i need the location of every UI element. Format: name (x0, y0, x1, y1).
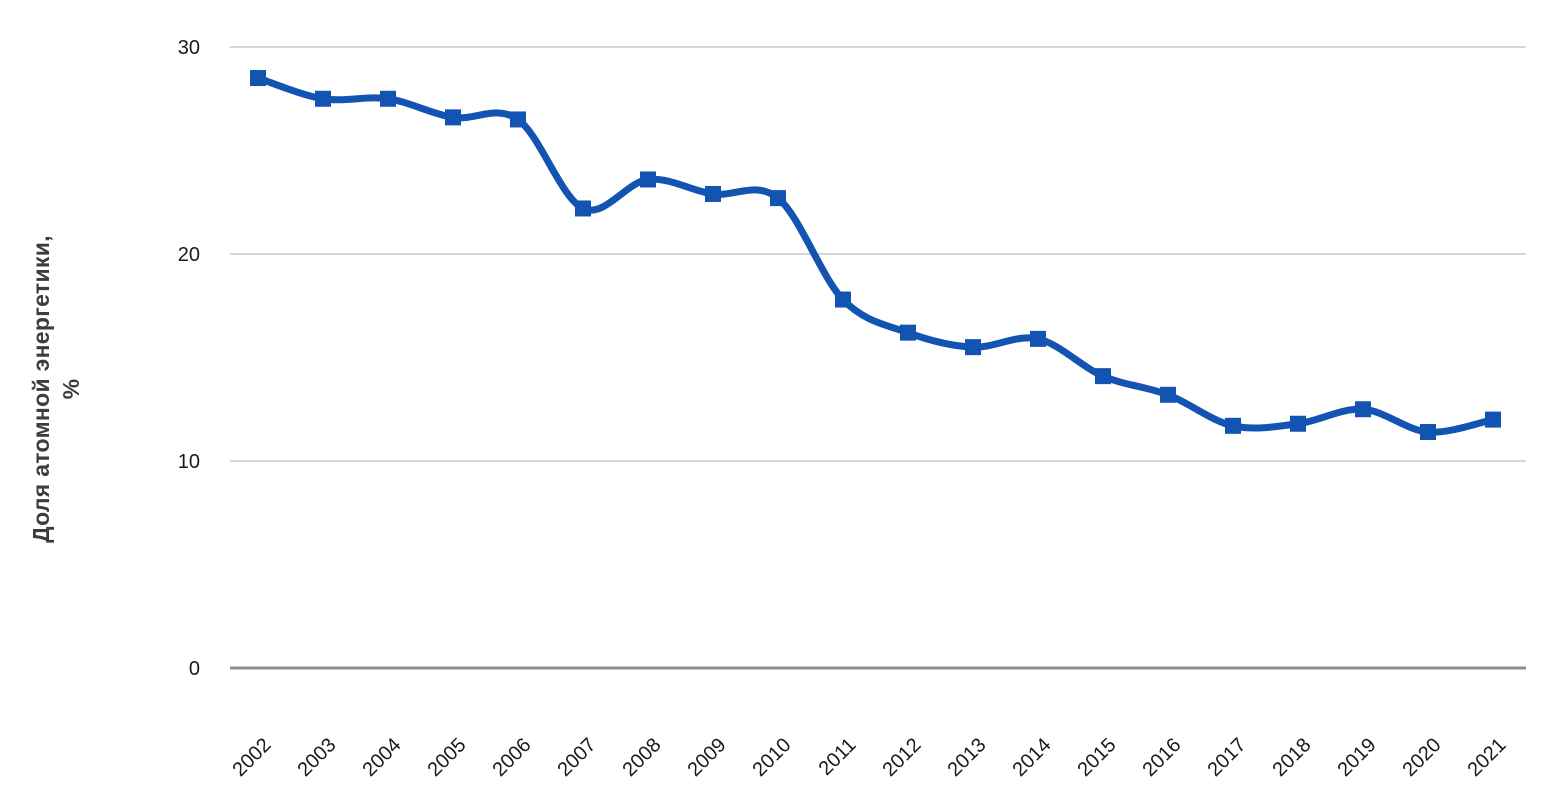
x-tick-label: 2002 (229, 734, 276, 781)
data-point-marker-2003 (315, 90, 331, 107)
y-axis-title: Доля атомной энергетики, % (27, 150, 87, 628)
x-tick-label: 2008 (619, 734, 666, 781)
data-point-marker-2019 (1355, 401, 1371, 418)
data-point-marker-2016 (1160, 386, 1176, 403)
x-tick-label: 2013 (944, 734, 991, 781)
data-point-marker-2007 (575, 200, 591, 217)
x-tick-label: 2011 (815, 734, 861, 780)
data-point-marker-2005 (445, 109, 461, 126)
data-point-marker-2018 (1290, 415, 1306, 432)
data-point-marker-2009 (705, 185, 721, 202)
data-point-marker-2021 (1485, 411, 1501, 428)
x-tick-label: 2019 (1334, 734, 1381, 781)
data-point-marker-2008 (640, 171, 656, 188)
x-tick-label: 2010 (749, 734, 796, 781)
data-point-marker-2015 (1095, 368, 1111, 385)
data-point-marker-2011 (835, 291, 851, 308)
x-tick-label: 2015 (1074, 734, 1121, 781)
x-tick-label: 2006 (489, 734, 536, 781)
x-tick-label: 2007 (554, 734, 601, 781)
x-tick-label: 2017 (1204, 734, 1251, 781)
data-point-marker-2002 (250, 70, 266, 87)
y-tick-label: 30 (178, 37, 200, 59)
data-point-marker-2012 (900, 324, 916, 341)
x-tick-label: 2003 (294, 734, 341, 781)
x-tick-label: 2012 (879, 734, 926, 781)
data-point-marker-2013 (965, 339, 981, 356)
x-tick-label: 2005 (424, 734, 471, 781)
x-tick-label: 2018 (1269, 734, 1316, 781)
data-point-marker-2020 (1420, 424, 1436, 441)
y-tick-label: 10 (178, 451, 200, 473)
data-point-marker-2017 (1225, 417, 1241, 434)
y-axis-title-line2: % (57, 378, 84, 400)
y-tick-label: 20 (178, 244, 200, 266)
x-tick-label: 2020 (1399, 734, 1446, 781)
data-point-marker-2006 (510, 111, 526, 128)
data-line (254, 74, 1497, 436)
x-tick-label: 2014 (1009, 734, 1056, 781)
x-tick-label: 2009 (684, 734, 731, 781)
y-axis-title-line1: Доля атомной энергетики, (28, 235, 54, 543)
data-point-marker-2014 (1030, 330, 1046, 347)
x-tick-label: 2004 (359, 734, 406, 781)
data-point-marker-2010 (770, 190, 786, 207)
data-point-marker-2004 (380, 90, 396, 107)
x-tick-label: 2016 (1139, 734, 1186, 781)
x-tick-label: 2021 (1464, 734, 1511, 781)
y-tick-label: 0 (189, 658, 200, 680)
